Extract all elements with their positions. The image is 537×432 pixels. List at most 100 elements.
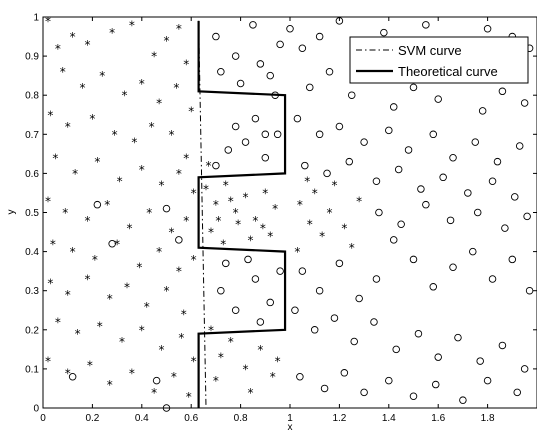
asterisk-point: * <box>84 272 90 286</box>
circle-point <box>459 396 467 404</box>
circle-point <box>236 79 245 88</box>
asterisk-point: * <box>50 237 56 251</box>
circle-point <box>513 388 521 397</box>
asterisk-point: * <box>139 77 145 91</box>
asterisk-point: * <box>181 308 187 322</box>
y-tick-label: 0.9 <box>25 52 39 63</box>
circle-point <box>473 208 482 217</box>
y-tick-label: 0.5 <box>25 208 39 219</box>
asterisk-point: * <box>159 343 165 357</box>
asterisk-point: * <box>80 81 86 95</box>
asterisk-point: * <box>208 226 214 240</box>
circle-point <box>291 306 299 315</box>
circle-point <box>306 83 314 92</box>
asterisk-point: * <box>139 323 145 337</box>
x-tick-label: 1.6 <box>431 413 445 424</box>
asterisk-point: * <box>159 179 165 193</box>
y-tick-label: 0 <box>33 404 39 415</box>
asterisk-point: * <box>99 69 105 83</box>
circle-point <box>293 114 302 123</box>
circle-point <box>340 369 349 377</box>
asterisk-point: * <box>331 179 337 193</box>
circle-point <box>315 130 324 139</box>
asterisk-point: * <box>183 57 189 71</box>
asterisk-point: * <box>70 30 76 44</box>
circle-point <box>310 326 319 334</box>
circle-point <box>469 247 477 256</box>
circle-point <box>360 138 368 146</box>
circle-point <box>520 99 529 107</box>
circle-point <box>212 32 220 41</box>
circle-point <box>464 189 472 197</box>
asterisk-point: * <box>146 206 152 220</box>
circle-point <box>93 200 102 209</box>
asterisk-point: * <box>205 159 211 173</box>
circle-point <box>409 392 418 401</box>
circle-point <box>276 267 284 275</box>
asterisk-point: * <box>356 194 362 208</box>
asterisk-point: * <box>65 120 71 134</box>
asterisk-point: * <box>247 233 253 247</box>
x-tick-label: 1.8 <box>481 413 495 424</box>
data-points: * * * * * * * * * * * * * * * * * * * * * * * * * * * * * * * * * * * * * * * *… <box>45 14 534 412</box>
svm-curve <box>198 20 207 409</box>
asterisk-point: * <box>129 18 135 32</box>
circle-point <box>394 165 403 174</box>
asterisk-point: * <box>191 186 197 200</box>
circle-point <box>483 376 492 385</box>
asterisk-point: * <box>149 120 155 134</box>
theoretical-curve <box>197 20 287 408</box>
legend-box <box>349 36 529 84</box>
y-tick-label: 0.4 <box>25 247 39 258</box>
asterisk-point: * <box>45 14 51 28</box>
circle-point <box>434 353 442 361</box>
asterisk-point: * <box>139 163 145 177</box>
x-tick-label: 1 <box>287 413 293 424</box>
asterisk-point: * <box>186 390 192 404</box>
asterisk-point: * <box>213 374 219 388</box>
asterisk-point: * <box>84 214 90 228</box>
asterisk-point: * <box>45 355 51 369</box>
circle-point <box>417 185 425 193</box>
y-axis-label: y <box>6 210 17 215</box>
circle-point <box>375 208 383 217</box>
asterisk-point: * <box>262 186 268 200</box>
asterisk-point: * <box>257 343 263 357</box>
circle-point <box>515 142 524 150</box>
asterisk-point: * <box>112 128 118 142</box>
circle-point <box>429 283 438 291</box>
circle-point <box>372 177 381 185</box>
asterisk-point: * <box>171 370 177 384</box>
asterisk-point: * <box>188 104 194 118</box>
circle-point <box>231 306 240 315</box>
x-tick-label: 0.2 <box>85 413 99 424</box>
circle-point <box>335 259 344 268</box>
circle-point <box>231 122 240 131</box>
asterisk-point: * <box>168 128 174 142</box>
asterisk-point: * <box>208 323 214 337</box>
asterisk-point: * <box>233 206 239 220</box>
circle-point <box>429 130 438 139</box>
circle-point <box>389 103 398 111</box>
circle-point <box>323 169 331 178</box>
x-axis-label: x <box>288 422 293 432</box>
asterisk-point: * <box>55 315 61 329</box>
circle-point <box>320 384 329 393</box>
asterisk-point: * <box>52 151 58 165</box>
circle-point <box>251 275 260 283</box>
circle-point <box>348 91 356 99</box>
circle-point <box>315 286 324 295</box>
asterisk-point: * <box>84 38 90 52</box>
asterisk-point: * <box>304 175 310 189</box>
asterisk-point: * <box>203 183 209 197</box>
asterisk-point: * <box>65 288 71 302</box>
circle-point <box>397 220 405 228</box>
asterisk-point: * <box>272 202 278 216</box>
asterisk-point: * <box>70 245 76 259</box>
circle-point <box>493 157 502 166</box>
circle-point <box>298 267 307 275</box>
circle-point <box>449 154 457 162</box>
circle-point <box>439 173 447 182</box>
asterisk-point: * <box>243 190 249 204</box>
asterisk-point: * <box>62 206 68 220</box>
